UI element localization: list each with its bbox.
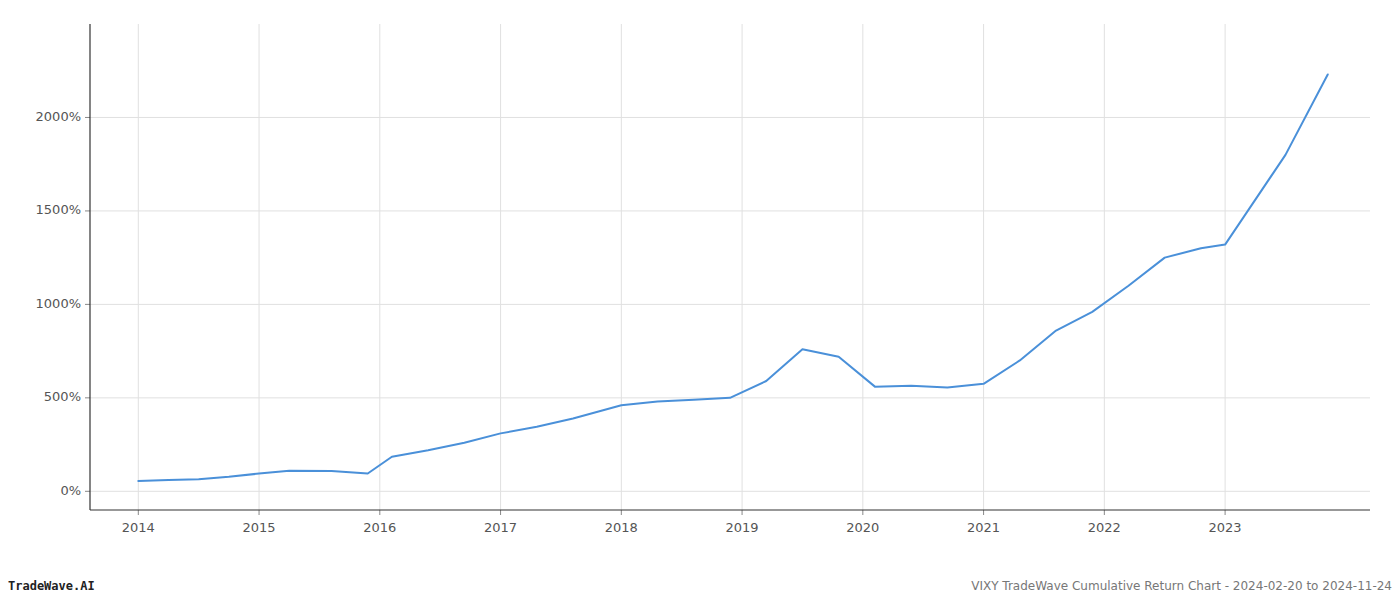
- grid-line-x: [379, 24, 380, 510]
- grid-line-y: [90, 210, 1370, 211]
- tick-mark-x: [621, 510, 622, 515]
- tick-mark-y: [85, 397, 90, 398]
- tick-mark-y: [85, 117, 90, 118]
- chart-container: 0% 500% 1000% 1500% 2000% 2014 2015 2016 2017 201…: [0, 0, 1400, 600]
- tick-label-x: 2021: [967, 520, 1000, 535]
- tick-label-x: 2023: [1209, 520, 1242, 535]
- tick-mark-x: [1104, 510, 1105, 515]
- grid-line-x: [983, 24, 984, 510]
- grid-line-x: [862, 24, 863, 510]
- data-line: [138, 74, 1327, 481]
- footer-left: TradeWave.AI: [8, 579, 95, 593]
- tick-mark-x: [1225, 510, 1226, 515]
- tick-mark-x: [983, 510, 984, 515]
- tick-mark-x: [259, 510, 260, 515]
- grid-line-x: [1104, 24, 1105, 510]
- tick-label-x: 2020: [846, 520, 879, 535]
- tick-mark-y: [85, 304, 90, 305]
- tick-mark-x: [862, 510, 863, 515]
- tick-label-x: 2014: [122, 520, 155, 535]
- tick-mark-y: [85, 210, 90, 211]
- tick-label-y: 500%: [44, 389, 81, 404]
- grid-line-x: [742, 24, 743, 510]
- tick-label-y: 2000%: [36, 109, 81, 124]
- tick-mark-x: [138, 510, 139, 515]
- grid-line-x: [259, 24, 260, 510]
- grid-line-x: [1225, 24, 1226, 510]
- tick-label-y: 0%: [60, 483, 81, 498]
- grid-line-y: [90, 304, 1370, 305]
- tick-label-x: 2018: [605, 520, 638, 535]
- grid-line-x: [500, 24, 501, 510]
- grid-line-y: [90, 117, 1370, 118]
- tick-mark-x: [379, 510, 380, 515]
- tick-mark-x: [742, 510, 743, 515]
- annotations: TradeWave.AI VIXY TradeWave Cumulative Re…: [8, 579, 1392, 593]
- grid: [90, 24, 1370, 510]
- plot-data: [138, 74, 1327, 481]
- grid-line-y: [90, 491, 1370, 492]
- axes: 0% 500% 1000% 1500% 2000% 2014 2015 2016 2017 201…: [36, 24, 1370, 535]
- tick-label-y: 1000%: [36, 296, 81, 311]
- tick-label-y: 1500%: [36, 202, 81, 217]
- grid-line-x: [621, 24, 622, 510]
- tick-label-x: 2019: [726, 520, 759, 535]
- grid-line-x: [138, 24, 139, 510]
- tick-label-x: 2015: [243, 520, 276, 535]
- tick-label-x: 2016: [363, 520, 396, 535]
- tick-label-x: 2017: [484, 520, 517, 535]
- axis-line-x: [90, 509, 1370, 510]
- tick-mark-x: [500, 510, 501, 515]
- footer-right: VIXY TradeWave Cumulative Return Chart -…: [971, 579, 1392, 593]
- tick-mark-y: [85, 491, 90, 492]
- tick-label-x: 2022: [1088, 520, 1121, 535]
- chart-svg: 0% 500% 1000% 1500% 2000% 2014 2015 2016 2017 201…: [0, 0, 1400, 600]
- axis-line-y: [89, 24, 90, 510]
